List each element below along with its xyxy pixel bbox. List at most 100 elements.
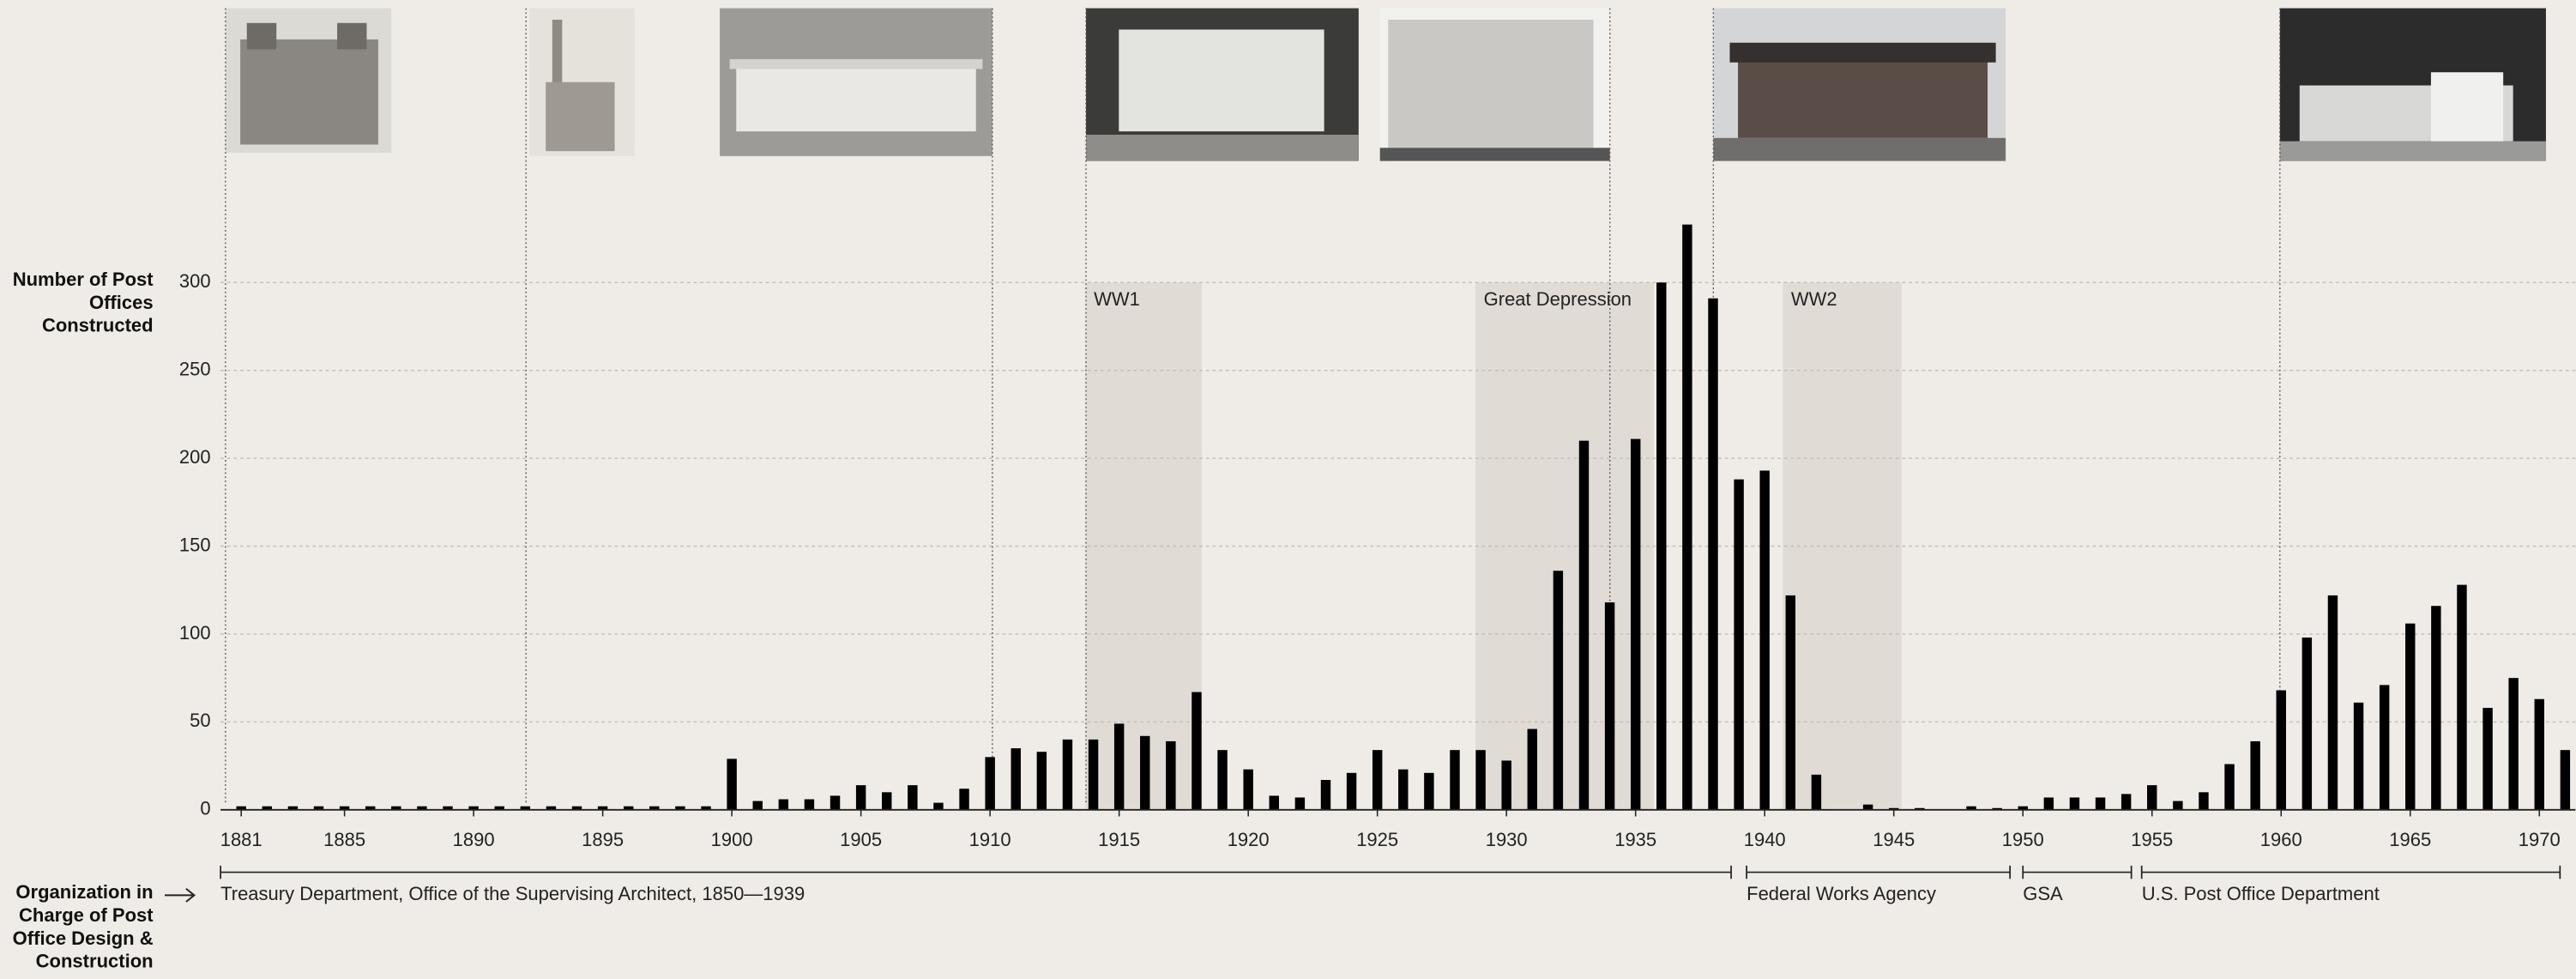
bar	[2354, 703, 2363, 810]
y-tick-label: 150	[179, 534, 211, 555]
organization-name: Federal Works Agency	[1746, 883, 1936, 904]
bar	[1295, 797, 1305, 809]
bar	[1475, 750, 1485, 810]
bar	[2173, 801, 2182, 810]
bar	[1786, 595, 1795, 810]
y-tick-label: 0	[200, 798, 210, 819]
bar	[1528, 729, 1537, 810]
bar	[2224, 764, 2234, 810]
bar	[1089, 740, 1098, 810]
y-tick-label: 300	[179, 270, 211, 292]
x-tick-label: 1900	[711, 829, 753, 850]
bar	[1450, 750, 1459, 810]
bar	[1759, 470, 1769, 809]
y-tick-label: 50	[190, 710, 210, 731]
bar	[1347, 773, 1356, 810]
x-tick-label: 1890	[453, 829, 495, 850]
bar	[1270, 795, 1279, 809]
x-tick-label: 1940	[1744, 829, 1786, 850]
bar	[856, 785, 866, 810]
x-tick-label: 1925	[1356, 829, 1398, 850]
x-tick-label: 1885	[323, 829, 365, 850]
x-tick-label: 1920	[1228, 829, 1270, 850]
bar	[1037, 752, 1047, 810]
bar	[1140, 736, 1149, 810]
bar	[2121, 794, 2131, 809]
period-label: WW2	[1791, 288, 1837, 310]
x-tick-label: 1965	[2389, 829, 2431, 850]
bar	[2431, 606, 2440, 810]
bar	[1063, 740, 1072, 810]
x-tick-label: 1960	[2260, 829, 2302, 850]
organization-arrow	[165, 889, 194, 902]
bar	[1682, 225, 1692, 810]
bar	[1501, 760, 1511, 809]
bar	[1372, 750, 1382, 810]
x-tick-label: 1915	[1098, 829, 1140, 850]
bar	[2199, 792, 2208, 809]
photo	[2280, 9, 2546, 161]
x-tick-label: 1895	[582, 829, 624, 850]
bar	[933, 803, 943, 810]
x-tick-label: 1905	[840, 829, 882, 850]
bar	[1708, 299, 1717, 810]
bar	[959, 789, 968, 810]
bar	[2405, 624, 2415, 810]
organizations: Treasury Department, Office of the Super…	[220, 866, 2560, 904]
bar	[1553, 571, 1563, 810]
bar	[1243, 770, 1252, 810]
bar	[2380, 685, 2389, 809]
y-tick-label: 250	[179, 359, 211, 380]
x-tick-label: 1935	[1614, 829, 1656, 850]
organization-name: U.S. Post Office Department	[2142, 883, 2380, 904]
bar	[2096, 797, 2105, 809]
y-axis-label-box: Number of Post Offices Constructed	[1, 269, 154, 352]
x-tick-label: 1930	[1486, 829, 1528, 850]
photos	[226, 9, 2546, 161]
x-tick-label: 1955	[2131, 829, 2173, 850]
bar	[1011, 748, 1021, 810]
photo	[1086, 9, 1359, 161]
bar	[1579, 441, 1589, 810]
x-tick-label: 1945	[1873, 829, 1915, 850]
organization-span	[2142, 866, 2561, 879]
y-axis-label: Number of Post Offices Constructed	[1, 269, 154, 338]
x-tick-label: 1910	[969, 829, 1011, 850]
page: {"chart_data": {"type": "bar", "y_label"…	[0, 0, 2576, 979]
x-tick-label: 1950	[2002, 829, 2044, 850]
bar	[805, 800, 814, 810]
bar	[2535, 699, 2544, 810]
bar	[2328, 595, 2338, 810]
photo	[1713, 9, 2006, 161]
photo	[720, 9, 992, 156]
bar	[2277, 691, 2286, 810]
organization-span	[2023, 866, 2131, 879]
photo	[529, 9, 635, 156]
bar	[1734, 480, 1743, 810]
bar	[1321, 780, 1330, 810]
bar	[882, 792, 891, 809]
photo	[226, 9, 391, 153]
grid: 0 50 100 150 200 250 300	[179, 270, 2575, 819]
bar	[830, 795, 840, 809]
bar	[1166, 741, 1175, 810]
bar	[1114, 723, 1124, 809]
bar	[2482, 708, 2492, 810]
organization-label-box: Organization in Charge of Post Office De…	[1, 882, 154, 979]
bar	[753, 801, 763, 810]
organization-label: Organization in Charge of Post Office De…	[1, 882, 154, 974]
bar	[2302, 638, 2312, 810]
organization-span	[220, 866, 1731, 879]
bar	[1424, 773, 1433, 810]
bar	[985, 757, 994, 809]
x-tick-label: 1970	[2519, 829, 2561, 850]
y-tick-label: 100	[179, 622, 211, 644]
bar	[2457, 585, 2466, 810]
bar	[1656, 282, 1666, 810]
bar	[1191, 692, 1201, 810]
y-tick-label: 200	[179, 446, 211, 468]
organization-name: GSA	[2023, 883, 2063, 904]
bar	[908, 785, 917, 810]
bar	[1398, 770, 1408, 810]
